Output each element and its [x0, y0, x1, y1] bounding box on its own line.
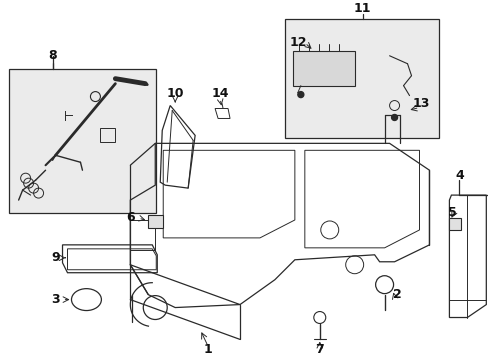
Text: 2: 2: [392, 288, 401, 301]
Text: 14: 14: [211, 87, 228, 100]
Text: 8: 8: [48, 49, 57, 62]
Polygon shape: [292, 51, 354, 86]
Text: 9: 9: [51, 251, 60, 264]
Text: 11: 11: [353, 3, 371, 15]
Text: 6: 6: [126, 211, 134, 225]
Circle shape: [297, 91, 303, 98]
Text: 1: 1: [203, 343, 212, 356]
Text: 12: 12: [288, 36, 306, 49]
Text: 10: 10: [166, 87, 183, 100]
Polygon shape: [9, 69, 156, 213]
Text: 5: 5: [447, 206, 456, 219]
Text: 3: 3: [51, 293, 60, 306]
Text: 7: 7: [315, 343, 324, 356]
Polygon shape: [285, 19, 439, 138]
Text: 13: 13: [412, 97, 429, 110]
Text: 4: 4: [454, 169, 463, 182]
Polygon shape: [148, 215, 163, 228]
Circle shape: [391, 114, 397, 121]
Polygon shape: [448, 218, 461, 230]
